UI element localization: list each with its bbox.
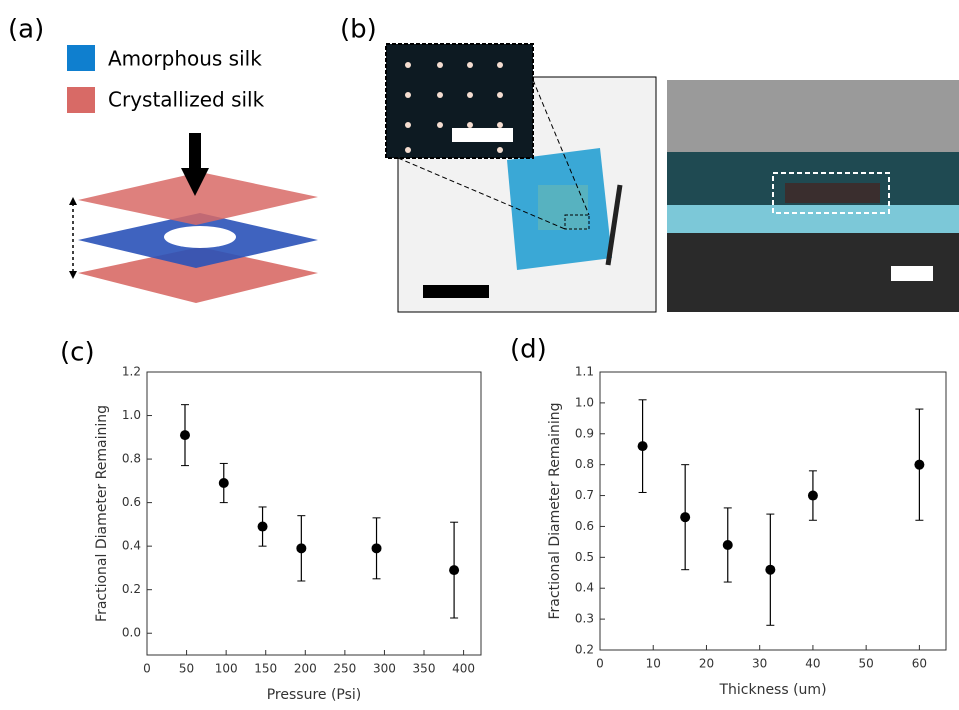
x-tick-label: 250 [333,662,356,676]
plot-frame [146,371,482,656]
y-tick-label: 1.0 [575,395,594,409]
x-tick-label: 20 [699,657,714,671]
y-tick-label: 0.5 [575,550,594,564]
x-tick-label: 0 [596,657,604,671]
legend-label: Crystallized silk [108,88,265,112]
x-tick-label: 300 [373,662,396,676]
x-tick-label: 50 [179,662,194,676]
y-tick-label: 0.6 [122,495,141,509]
y-tick-label: 0.3 [575,612,594,626]
data-point [179,430,190,441]
data-point [257,521,268,532]
y-tick-label: 0.4 [122,539,141,553]
x-tick-label: 50 [859,657,874,671]
y-tick-label: 0.8 [122,452,141,466]
y-tick-label: 0.9 [575,426,594,440]
plot-frame [599,371,947,651]
panel-label: (c) [60,338,95,368]
data-point [680,512,691,523]
panel-label: (d) [510,335,547,365]
data-point [914,459,925,470]
x-tick-label: 150 [254,662,277,676]
x-tick-label: 0 [143,662,151,676]
x-tick-label: 30 [752,657,767,671]
x-tick-label: 100 [215,662,238,676]
y-tick-label: 0.7 [575,488,594,502]
x-axis-label: Thickness (um) [718,682,826,698]
y-axis-label: Fractional Diameter Remaining [547,403,563,620]
panel-label: (a) [8,15,44,45]
x-tick-label: 60 [912,657,927,671]
x-tick-label: 40 [805,657,820,671]
data-point [807,490,818,501]
data-point [218,478,229,489]
sem-image [667,80,959,312]
data-point [371,543,382,554]
y-tick-label: 1.2 [122,365,141,379]
photo [385,43,657,313]
y-tick-label: 0.6 [575,519,594,533]
data-point [449,565,460,576]
data-point [722,539,733,550]
x-axis-label: Pressure (Psi) [267,687,362,703]
panel-label: (b) [340,15,377,45]
data-point [296,543,307,554]
y-tick-label: 0.2 [575,643,594,657]
y-tick-label: 0.4 [575,581,594,595]
x-tick-label: 200 [294,662,317,676]
legend-swatch [67,45,95,71]
y-tick-label: 0.0 [122,626,141,640]
y-tick-label: 1.1 [575,365,594,379]
legend-swatch [67,87,95,113]
x-tick-label: 400 [452,662,475,676]
x-tick-label: 350 [413,662,436,676]
data-point [637,441,648,452]
x-tick-label: 10 [646,657,661,671]
y-axis-label: Fractional Diameter Remaining [94,405,110,622]
y-tick-label: 1.0 [122,408,141,422]
legend-label: Amorphous silk [108,47,262,71]
data-point [765,564,776,575]
layer-diagram [69,133,318,303]
y-tick-label: 0.2 [122,582,141,596]
y-tick-label: 0.8 [575,457,594,471]
